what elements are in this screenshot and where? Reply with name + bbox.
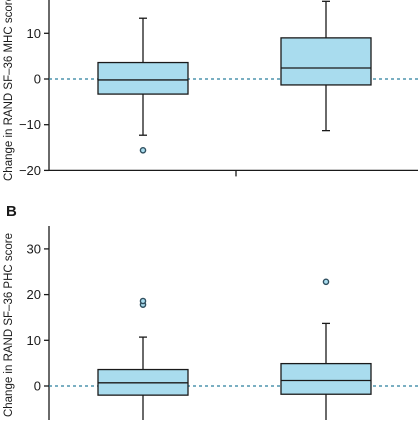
box-group-1: [97, 297, 189, 423]
outlier-point: [139, 146, 147, 154]
panel-phc: 30 20 10 0: [27, 226, 418, 423]
y-tick-label: 0: [34, 72, 41, 87]
y-tick-label: 0: [34, 379, 41, 394]
box-group-1: [97, 17, 189, 154]
box-group-2: [280, 0, 372, 132]
y-axis-title-mhc: Change in RAND SF–36 MHC score: [3, 0, 15, 181]
outlier-point: [139, 297, 147, 305]
panel-label-b: B: [6, 203, 17, 220]
y-tick-label: −10: [19, 117, 41, 132]
box-iqr: [97, 61, 189, 95]
box-group-2: [280, 278, 372, 423]
outlier-point: [322, 278, 330, 286]
y-tick-label: −20: [19, 163, 41, 178]
y-axis-title-phc: Change in RAND SF–36 PHC score: [3, 233, 15, 417]
y-tick-label: 10: [27, 333, 41, 348]
y-tick-label: 30: [27, 241, 41, 256]
y-tick-label: 10: [27, 26, 41, 41]
panel-mhc: 10 0 −10 −20: [19, 0, 418, 178]
y-tick-label: 20: [27, 287, 41, 302]
box-iqr: [280, 362, 372, 395]
box-iqr: [280, 37, 372, 86]
